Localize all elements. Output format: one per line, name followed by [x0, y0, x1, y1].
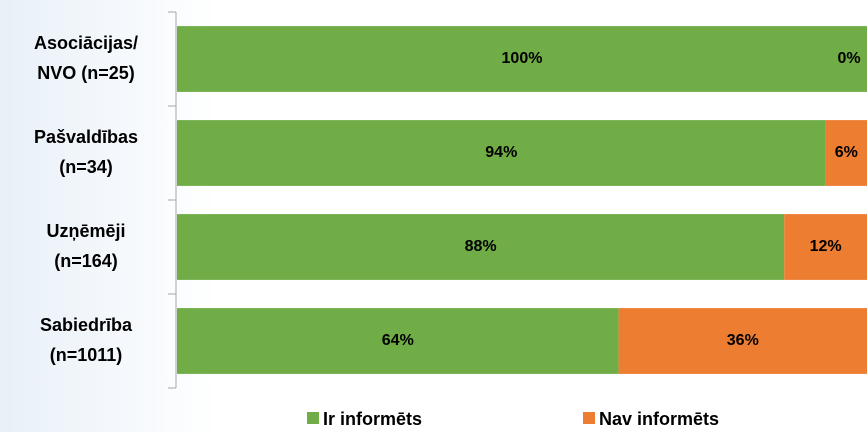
- category-label: Uzņēmēji: [46, 221, 125, 241]
- bar-segment: [177, 308, 619, 374]
- legend-label: Nav informēts: [599, 409, 719, 429]
- bar-segment: [618, 308, 867, 374]
- bar-segment: [784, 214, 867, 280]
- legend-label: Ir informēts: [323, 409, 422, 429]
- bar-segment: [177, 214, 785, 280]
- category-label: Pašvaldības: [34, 127, 138, 147]
- legend-swatch: [583, 412, 595, 424]
- bar-segment: [177, 120, 826, 186]
- data-label: 6%: [835, 144, 858, 161]
- category-label: (n=34): [59, 157, 113, 177]
- data-label: 12%: [810, 238, 842, 255]
- category-label: NVO (n=25): [37, 63, 135, 83]
- data-label: 94%: [485, 144, 517, 161]
- data-label: 36%: [727, 332, 759, 349]
- data-label: 100%: [502, 50, 543, 67]
- category-label: Asociācijas/: [34, 33, 138, 53]
- bar-segment: [825, 120, 867, 186]
- bar-segment: [177, 26, 867, 92]
- category-label: (n=1011): [50, 345, 123, 365]
- legend-swatch: [307, 412, 319, 424]
- data-label: 0%: [837, 50, 860, 67]
- category-label: (n=164): [54, 251, 118, 271]
- category-label: Sabiedrība: [40, 315, 133, 335]
- data-label: 64%: [382, 332, 414, 349]
- data-label: 88%: [465, 238, 497, 255]
